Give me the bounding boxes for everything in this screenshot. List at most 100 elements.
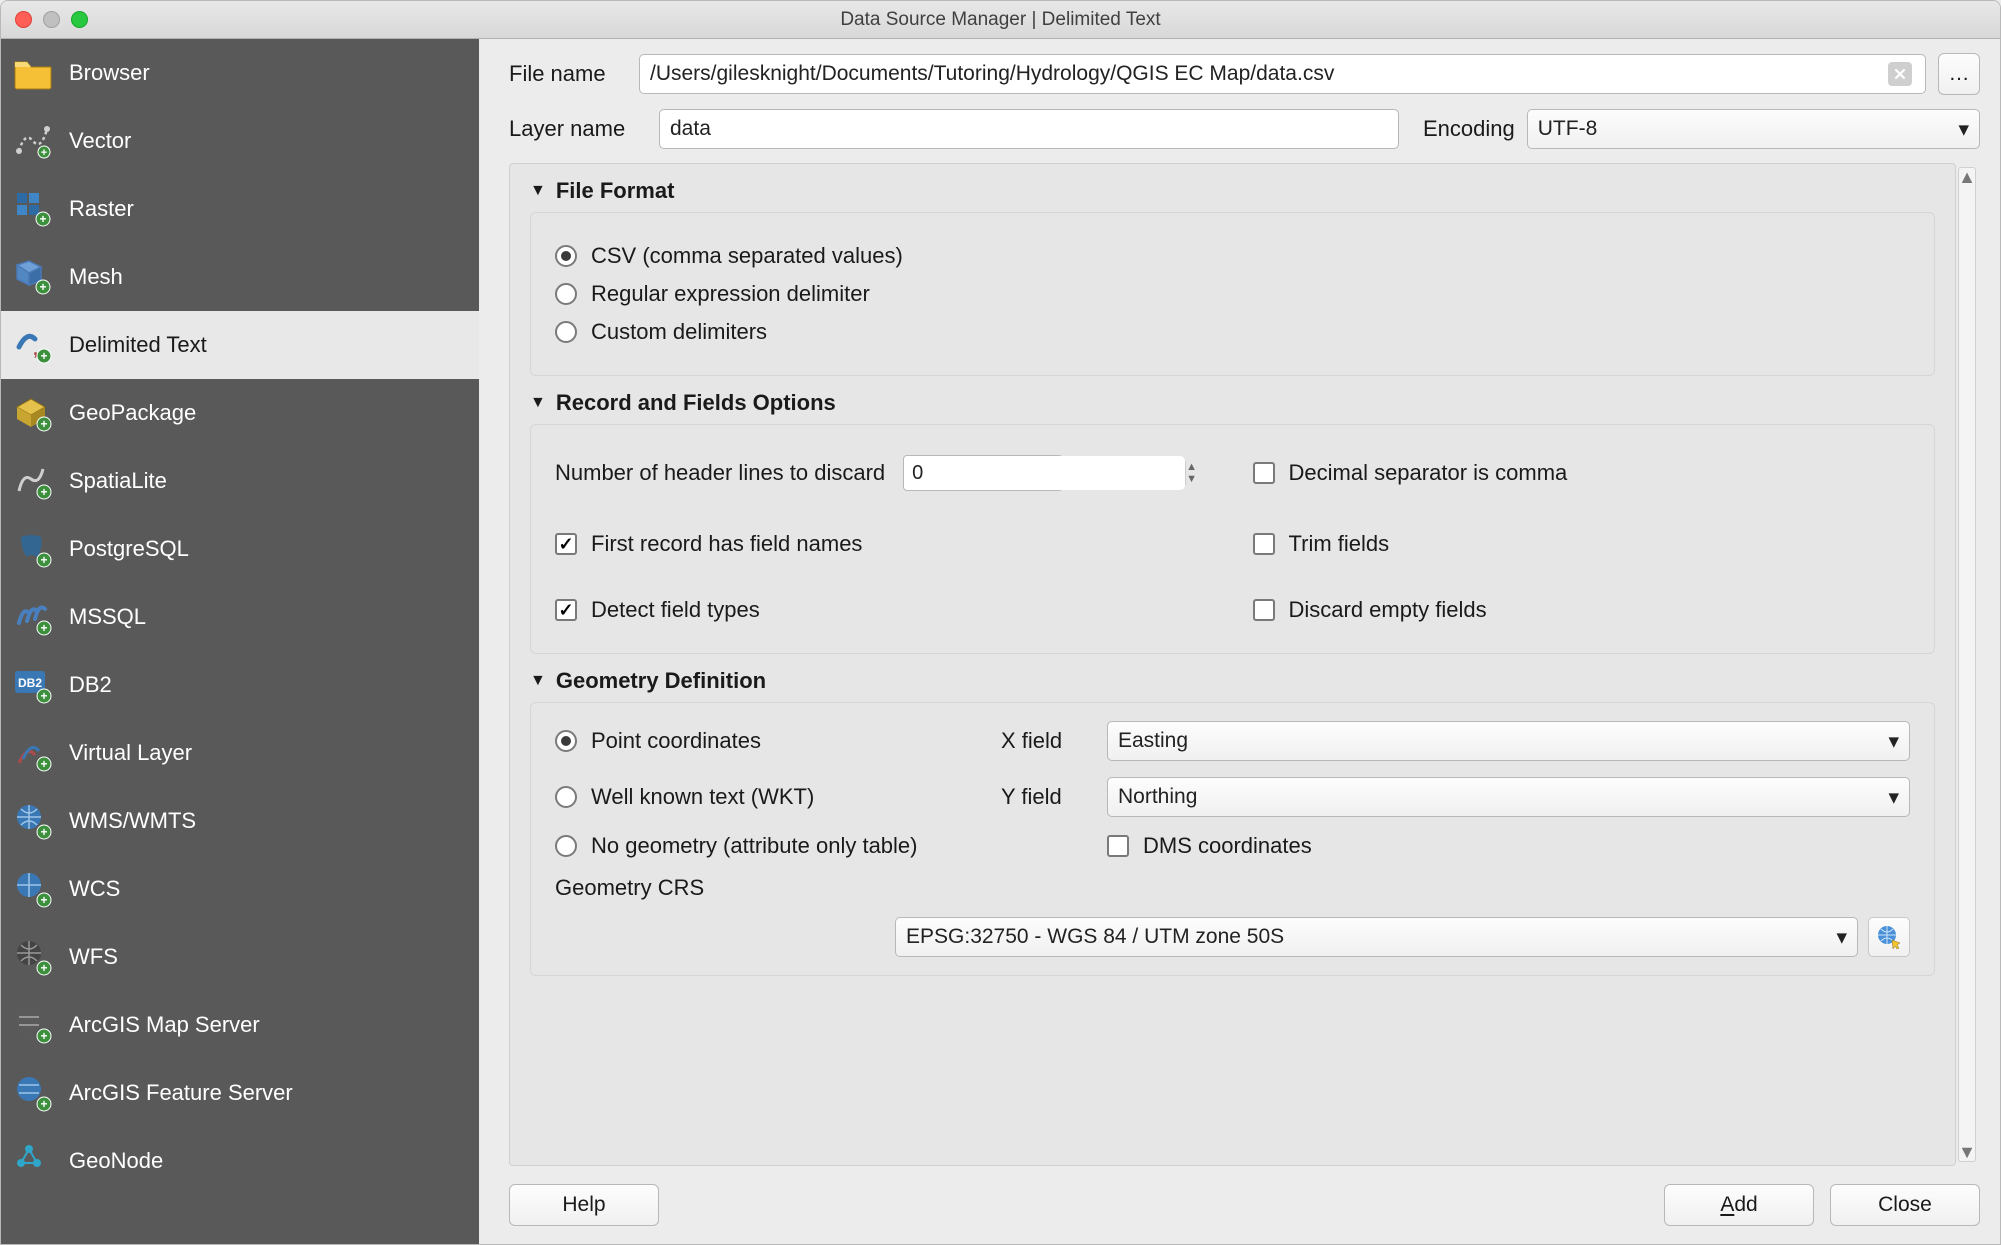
wcs-icon: + [11, 867, 55, 911]
sidebar-item-geonode[interactable]: GeoNode [1, 1127, 479, 1195]
svg-text:+: + [40, 553, 47, 567]
svg-text:+: + [40, 417, 47, 431]
wms-icon: + [11, 799, 55, 843]
spinner-down-icon[interactable]: ▼ [1186, 473, 1197, 485]
chk-trim[interactable]: Trim fields [1253, 531, 1911, 557]
checkbox-icon [1253, 533, 1275, 555]
record-header[interactable]: ▼ Record and Fields Options [530, 390, 1935, 416]
svg-text:+: + [40, 485, 47, 499]
radio-csv[interactable]: CSV (comma separated values) [555, 243, 1910, 269]
settings-scrollpane: ▼ File Format CSV (comma separated value… [509, 163, 1956, 1166]
radio-label: CSV (comma separated values) [591, 243, 903, 269]
sidebar-item-db2[interactable]: DB2+ DB2 [1, 651, 479, 719]
sidebar-item-vector[interactable]: + Vector [1, 107, 479, 175]
geometry-header[interactable]: ▼ Geometry Definition [530, 668, 1935, 694]
svg-text:+: + [40, 621, 47, 635]
svg-text:+: + [40, 825, 47, 839]
svg-text:+: + [40, 1029, 47, 1043]
chk-label: Detect field types [591, 597, 760, 623]
file-name-input[interactable] [639, 54, 1926, 94]
sidebar-item-label: GeoPackage [69, 400, 196, 426]
chevron-down-icon: ▾ [1958, 117, 1969, 142]
sidebar-item-wfs[interactable]: + WFS [1, 923, 479, 991]
layer-name-input[interactable] [659, 109, 1399, 149]
radio-icon [555, 786, 577, 808]
chk-decimal-comma[interactable]: Decimal separator is comma [1253, 455, 1911, 491]
radio-icon [555, 835, 577, 857]
sidebar-item-mssql[interactable]: + MSSQL [1, 583, 479, 651]
encoding-value: UTF-8 [1538, 117, 1598, 141]
svg-text:+: + [40, 757, 47, 771]
help-button[interactable]: Help [509, 1184, 659, 1226]
close-button[interactable]: Close [1830, 1184, 1980, 1226]
chk-dms[interactable]: DMS coordinates [1107, 833, 1910, 859]
xfield-dropdown[interactable]: Easting ▾ [1107, 721, 1910, 761]
sidebar-item-label: Browser [69, 60, 150, 86]
sidebar-item-label: WMS/WMTS [69, 808, 196, 834]
header-lines-spinner[interactable]: ▲ ▼ [903, 455, 1063, 491]
globe-icon [1876, 924, 1902, 950]
sidebar-item-mesh[interactable]: + Mesh [1, 243, 479, 311]
scroll-up-icon[interactable]: ▲ [1959, 168, 1975, 186]
main-panel: File name … Layer name Encoding UTF-8 ▾ [479, 39, 2000, 1244]
scroll-down-icon[interactable]: ▼ [1959, 1143, 1975, 1161]
radio-icon [555, 283, 577, 305]
crs-picker-button[interactable] [1868, 917, 1910, 957]
crs-dropdown[interactable]: EPSG:32750 - WGS 84 / UTM zone 50S ▾ [895, 917, 1858, 957]
layer-row: Layer name Encoding UTF-8 ▾ [509, 109, 1980, 149]
sidebar-item-geopackage[interactable]: + GeoPackage [1, 379, 479, 447]
encoding-dropdown[interactable]: UTF-8 ▾ [1527, 109, 1980, 149]
yfield-dropdown[interactable]: Northing ▾ [1107, 777, 1910, 817]
checkbox-icon [1253, 462, 1275, 484]
sidebar-item-wms[interactable]: + WMS/WMTS [1, 787, 479, 855]
sidebar-item-wcs[interactable]: + WCS [1, 855, 479, 923]
sidebar-item-arcgis-feature[interactable]: + ArcGIS Feature Server [1, 1059, 479, 1127]
raster-icon: + [11, 187, 55, 231]
chk-discard-empty[interactable]: Discard empty fields [1253, 597, 1911, 623]
header-lines-input[interactable] [904, 456, 1185, 490]
radio-regex[interactable]: Regular expression delimiter [555, 281, 1910, 307]
chk-label: Discard empty fields [1289, 597, 1487, 623]
geometry-title: Geometry Definition [556, 668, 766, 694]
arcgis-feature-icon: + [11, 1071, 55, 1115]
chk-first-record[interactable]: First record has field names [555, 531, 1213, 557]
file-format-section: ▼ File Format CSV (comma separated value… [530, 178, 1935, 376]
file-format-header[interactable]: ▼ File Format [530, 178, 1935, 204]
spinner-up-icon[interactable]: ▲ [1186, 461, 1197, 473]
sidebar-item-virtual-layer[interactable]: + Virtual Layer [1, 719, 479, 787]
sidebar-item-label: Vector [69, 128, 131, 154]
geonode-icon [11, 1139, 55, 1183]
sidebar: Browser + Vector + Raster + Mesh [1, 39, 479, 1244]
sidebar-item-label: ArcGIS Feature Server [69, 1080, 293, 1106]
checkbox-icon [1107, 835, 1129, 857]
radio-label: Custom delimiters [591, 319, 767, 345]
radio-no-geometry[interactable]: No geometry (attribute only table) [555, 833, 985, 859]
sidebar-item-browser[interactable]: Browser [1, 39, 479, 107]
svg-text:+: + [40, 689, 47, 703]
sidebar-item-spatialite[interactable]: + SpatiaLite [1, 447, 479, 515]
clear-file-icon[interactable] [1888, 62, 1912, 86]
browse-file-button[interactable]: … [1938, 53, 1980, 95]
sidebar-item-postgresql[interactable]: + PostgreSQL [1, 515, 479, 583]
postgresql-icon: + [11, 527, 55, 571]
sidebar-item-raster[interactable]: + Raster [1, 175, 479, 243]
sidebar-item-label: PostgreSQL [69, 536, 189, 562]
file-row: File name … [509, 53, 1980, 95]
sidebar-item-delimited-text[interactable]: ,+ Delimited Text [1, 311, 479, 379]
geopackage-icon: + [11, 391, 55, 435]
file-format-title: File Format [556, 178, 675, 204]
collapse-icon: ▼ [530, 394, 546, 412]
add-button[interactable]: Add [1664, 1184, 1814, 1226]
sidebar-item-label: ArcGIS Map Server [69, 1012, 260, 1038]
radio-point-coords[interactable]: Point coordinates [555, 728, 985, 754]
svg-text:+: + [39, 280, 46, 294]
sidebar-item-label: WFS [69, 944, 118, 970]
radio-custom[interactable]: Custom delimiters [555, 319, 1910, 345]
svg-text:+: + [40, 893, 47, 907]
vertical-scrollbar[interactable]: ▲ ▼ [1958, 167, 1976, 1162]
sidebar-item-arcgis-map[interactable]: + ArcGIS Map Server [1, 991, 479, 1059]
svg-text:+: + [40, 1097, 47, 1111]
radio-wkt[interactable]: Well known text (WKT) [555, 784, 985, 810]
chk-detect-types[interactable]: Detect field types [555, 597, 1213, 623]
chk-label: Decimal separator is comma [1289, 460, 1568, 486]
